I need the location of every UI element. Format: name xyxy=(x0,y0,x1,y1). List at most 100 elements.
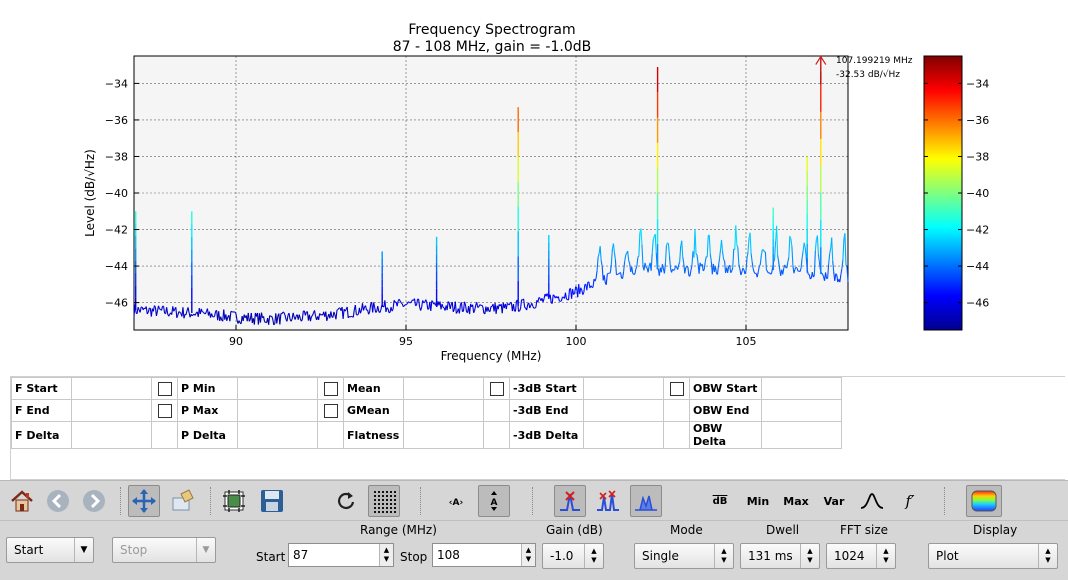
fft-size-select[interactable]: 1024 ▲▼ xyxy=(826,543,896,569)
mean-checkbox[interactable] xyxy=(324,382,338,396)
trace-segment xyxy=(667,243,668,244)
spinner-arrows-icon[interactable]: ▲▼ xyxy=(876,544,895,568)
trace-segment xyxy=(265,322,266,323)
trace-segment xyxy=(525,307,526,308)
floppy-disk-icon xyxy=(259,488,285,514)
spinner-arrows-icon[interactable]: ▲▼ xyxy=(1038,544,1057,568)
display-select[interactable]: Plot ▲▼ xyxy=(928,543,1058,569)
obw-checkbox[interactable] xyxy=(670,382,684,396)
smooth-button[interactable] xyxy=(856,485,888,517)
3db-delta-value xyxy=(584,422,664,449)
y-tick-label: −46 xyxy=(105,297,128,310)
x-tick-label: 95 xyxy=(399,335,413,348)
p-min-checkbox-cell[interactable] xyxy=(152,378,178,400)
pan-button[interactable] xyxy=(128,485,160,517)
chevron-down-icon[interactable]: ▼ xyxy=(74,538,93,562)
trace-segment xyxy=(443,307,444,308)
derivative-button[interactable]: f′ xyxy=(894,485,926,517)
grid-dot xyxy=(390,495,392,497)
3db-checkbox-cell[interactable] xyxy=(484,378,510,400)
zoom-button[interactable] xyxy=(166,485,198,517)
home-button[interactable] xyxy=(6,485,38,517)
trace-segment xyxy=(810,278,811,279)
configure-subplots-button[interactable] xyxy=(218,485,250,517)
svg-text:A: A xyxy=(491,498,498,508)
display-value: Plot xyxy=(936,549,959,563)
table-row: F Delta P Delta Flatness -3dB Delta OBW … xyxy=(12,422,842,449)
svg-text:‹A›: ‹A› xyxy=(449,498,464,508)
grid-dot xyxy=(394,491,396,493)
p-max-checkbox[interactable] xyxy=(158,404,172,418)
colourmap-button[interactable] xyxy=(966,485,1002,517)
toolbar-separator xyxy=(210,487,211,515)
db-button[interactable]: dB xyxy=(704,485,736,517)
grid-dot xyxy=(390,511,392,513)
back-arrow-icon xyxy=(45,488,71,514)
grid-dot xyxy=(390,503,392,505)
grid-dot xyxy=(378,511,380,513)
trace-segment xyxy=(270,316,271,317)
toolbar-separator xyxy=(120,487,121,515)
y-tick-label: −38 xyxy=(105,150,128,163)
3db-end-label: -3dB End xyxy=(510,400,584,422)
p-max-value xyxy=(238,400,318,422)
max-button[interactable]: Max xyxy=(780,485,812,517)
3db-delta-label: -3dB Delta xyxy=(510,422,584,449)
var-button[interactable]: Var xyxy=(818,485,850,517)
trace-segment xyxy=(350,316,351,317)
mean-label: Mean xyxy=(344,378,404,400)
spinner-arrows-icon[interactable]: ▲▼ xyxy=(800,544,819,568)
back-button[interactable] xyxy=(42,485,74,517)
trace-segment xyxy=(231,311,232,312)
empty-cell xyxy=(664,422,690,449)
obw-start-value xyxy=(762,378,842,400)
peak-marker-button[interactable] xyxy=(554,485,586,517)
dwell-select[interactable]: 131 ms ▲▼ xyxy=(740,543,820,569)
grid-dot xyxy=(394,499,396,501)
trace-segment xyxy=(357,314,358,315)
spinner-arrows-icon[interactable]: ▲▼ xyxy=(379,544,393,566)
spinner-arrows-icon[interactable]: ▲▼ xyxy=(521,544,535,566)
trace-segment xyxy=(553,295,554,296)
refresh-button[interactable] xyxy=(330,485,362,517)
max-label: Max xyxy=(783,495,808,508)
gain-spinbox[interactable]: -1.0 ▲▼ xyxy=(542,543,604,569)
min-label: Min xyxy=(747,495,770,508)
chart-title: Frequency Spectrogram xyxy=(408,22,575,38)
mean-checkbox-cell[interactable] xyxy=(318,378,344,400)
grid-dot xyxy=(374,491,376,493)
p-min-checkbox[interactable] xyxy=(158,382,172,396)
start-button[interactable]: Start ▼ xyxy=(6,537,94,563)
grid-dot xyxy=(382,499,384,501)
trace-segment xyxy=(410,302,411,303)
fit-y-button[interactable]: A xyxy=(478,485,510,517)
grid-dot xyxy=(386,511,388,513)
empty-cell xyxy=(484,422,510,449)
obw-checkbox-cell[interactable] xyxy=(664,378,690,400)
fit-x-button[interactable]: ‹A› xyxy=(440,485,472,517)
3db-end-value xyxy=(584,400,664,422)
gain-value: -1.0 xyxy=(550,549,573,563)
f-delta-label: F Delta xyxy=(12,422,72,449)
gmean-checkbox-cell[interactable] xyxy=(318,400,344,422)
gmean-checkbox[interactable] xyxy=(324,404,338,418)
min-button[interactable]: Min xyxy=(742,485,774,517)
forward-button[interactable] xyxy=(78,485,110,517)
spinner-arrows-icon[interactable]: ▲▼ xyxy=(584,544,603,568)
p-min-label: P Min xyxy=(178,378,238,400)
range-stop-input[interactable]: 108 ▲▼ xyxy=(432,543,536,567)
fill-trace-button[interactable] xyxy=(630,485,662,517)
save-button[interactable] xyxy=(256,485,288,517)
peaks-marker-button[interactable] xyxy=(592,485,624,517)
p-max-checkbox-cell[interactable] xyxy=(152,400,178,422)
obw-end-label: OBW End xyxy=(690,400,762,422)
trace-segment xyxy=(337,309,338,310)
mode-select[interactable]: Single ▲▼ xyxy=(634,543,734,569)
grid-toggle-button[interactable] xyxy=(368,485,400,517)
spinner-arrows-icon[interactable]: ▲▼ xyxy=(714,544,733,568)
spectrum-chart[interactable]: Frequency Spectrogram 87 - 108 MHz, gain… xyxy=(0,0,1068,372)
toolbar-separator xyxy=(944,487,945,515)
stop-button: Stop ▼ xyxy=(112,537,216,563)
range-start-input[interactable]: 87 ▲▼ xyxy=(288,543,394,567)
3db-checkbox[interactable] xyxy=(490,382,504,396)
